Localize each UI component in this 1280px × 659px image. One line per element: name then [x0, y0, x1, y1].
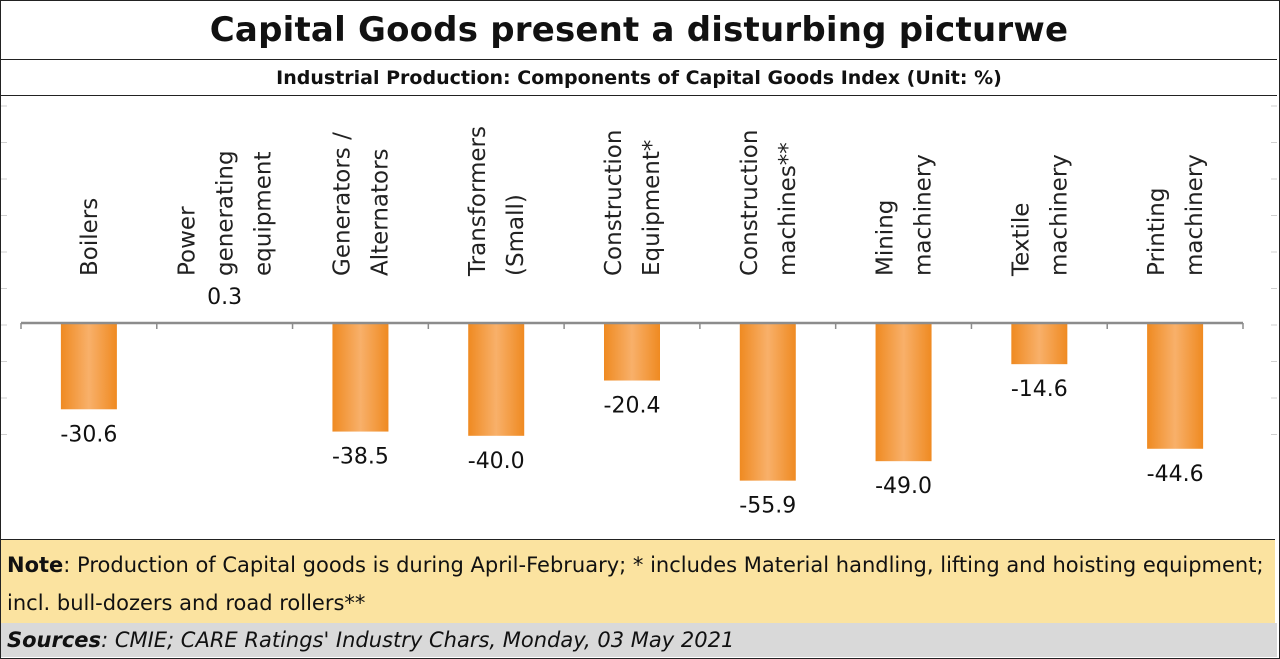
category-label-3-1: (Small) [503, 194, 529, 276]
category-label-8-0: Printing [1144, 188, 1170, 276]
category-label-7-1: machinery [1046, 154, 1072, 276]
category-label-8-1: machinery [1182, 154, 1208, 276]
bar-5 [739, 323, 796, 481]
bar-4 [604, 323, 660, 381]
bar-2 [332, 323, 389, 432]
category-labels: Boilers Power generating equipment Generator… [77, 126, 1208, 277]
category-label-1-0: Power [175, 206, 201, 276]
category-label-2-1: Alternators [367, 148, 393, 276]
category-label-0-0: Boilers [77, 198, 103, 276]
category-label-1-2: equipment [251, 152, 277, 276]
bar-3 [468, 323, 525, 436]
category-label-7-0: Textile [1008, 203, 1034, 277]
category-label-5-1: machines** [775, 142, 801, 276]
value-label-4: -20.4 [604, 394, 661, 419]
note-text: : Production of Capital goods is during … [7, 553, 1264, 615]
category-label-4-1: Equipment* [639, 140, 665, 276]
bar-6 [875, 323, 932, 462]
category-label-2-0: Generators / [329, 132, 355, 276]
value-label-7: -14.6 [1011, 377, 1068, 402]
bar-7 [1011, 323, 1068, 365]
category-label-6-0: Mining [873, 200, 899, 276]
value-label-0: -30.6 [60, 422, 117, 447]
left-axis-ticks [1, 105, 7, 435]
value-label-5: -55.9 [739, 494, 796, 519]
category-label-3-0: Transformers [465, 126, 491, 277]
value-label-8: -44.6 [1147, 462, 1204, 487]
chart-subtitle: Industrial Production: Components of Cap… [1, 60, 1277, 96]
value-label-2: -38.5 [332, 445, 389, 470]
bar-8 [1147, 323, 1204, 449]
value-label-3: -40.0 [468, 449, 525, 474]
category-label-6-1: machinery [911, 154, 937, 276]
bar-series [60, 322, 1204, 481]
chart-title-text: Capital Goods present a disturbing pictu… [209, 10, 1069, 50]
sources-box: Sources : CMIE; CARE Ratings' Industry C… [1, 623, 1277, 657]
bar-0 [60, 323, 117, 410]
capital-goods-bar-chart: -30.6 0.3 -38.5 -40.0 -20.4 -55.9 -49.0 -14.6 -4… [1, 105, 1277, 519]
category-label-5-0: Construction [737, 130, 763, 276]
category-label-4-0: Construction [601, 130, 627, 276]
sources-label: Sources [7, 628, 102, 652]
chart-subtitle-text: Industrial Production: Components of Cap… [276, 66, 1002, 89]
value-labels: -30.6 0.3 -38.5 -40.0 -20.4 -55.9 -49.0 -14.6 -4… [60, 285, 1203, 518]
note-label: Note [7, 553, 64, 577]
chart-title: Capital Goods present a disturbing pictu… [1, 1, 1277, 60]
right-axis-ticks [1271, 105, 1277, 435]
value-label-6: -49.0 [875, 474, 932, 499]
category-label-1-1: generating [213, 150, 239, 276]
category-axis-ticks [20, 323, 1244, 329]
note-box: Note: Production of Capital goods is dur… [1, 539, 1275, 627]
value-label-1: 0.3 [207, 285, 242, 310]
sources-text: : CMIE; CARE Ratings' Industry Chars, Mo… [101, 628, 735, 652]
